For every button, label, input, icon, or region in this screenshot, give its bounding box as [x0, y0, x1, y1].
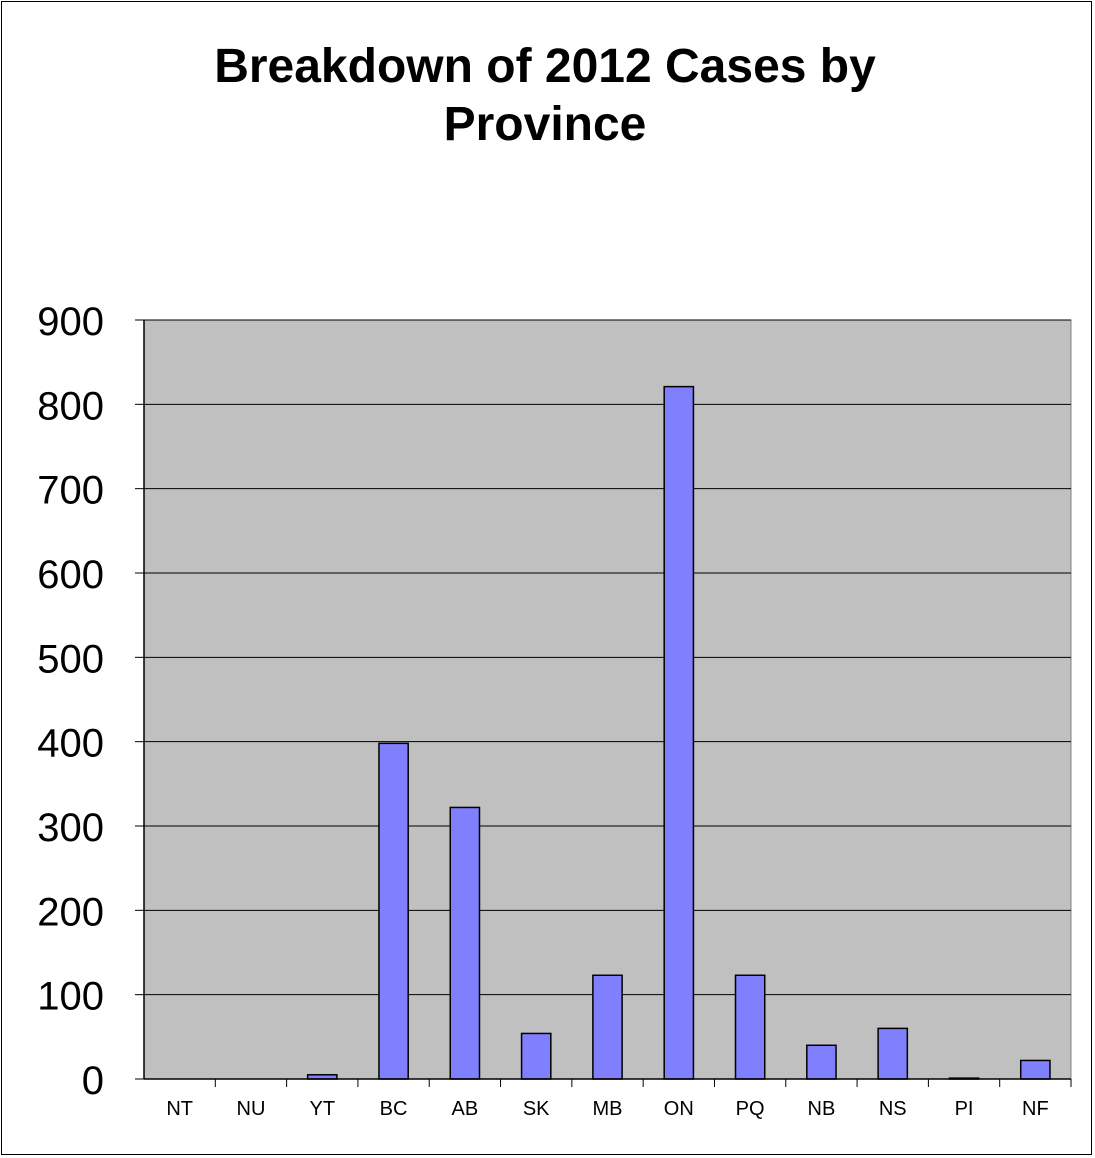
y-axis-tick-labels: 0 100 200 300 400 500 600 700 800 900: [37, 300, 104, 1103]
x-tick-label: NU: [237, 1098, 266, 1120]
x-tick-label: SK: [523, 1098, 550, 1120]
y-tick-label: 200: [37, 890, 104, 934]
y-tick-label: 700: [37, 469, 104, 513]
chart-title: Breakdown of 2012 Cases by Province: [214, 40, 876, 151]
bar-pq: [734, 974, 766, 1080]
x-tick-label: MB: [593, 1098, 623, 1120]
bars: [306, 385, 1051, 1080]
bar-ns: [877, 1027, 909, 1080]
plot-area: [143, 319, 1072, 1080]
y-tick-label: 0: [82, 1059, 104, 1103]
gridlines: [135, 319, 1071, 1080]
x-tick-label: ON: [664, 1098, 694, 1120]
y-tick-label: 300: [37, 806, 104, 850]
axes: [143, 320, 1071, 1080]
x-axis-tick-labels: NT NU YT BC AB SK MB ON PQ NB NS PI NF: [166, 1079, 1072, 1120]
x-tick-label: BC: [380, 1098, 408, 1120]
y-tick-label: 600: [37, 553, 104, 597]
bar-nb: [806, 1044, 837, 1080]
x-tick-label: AB: [452, 1098, 479, 1120]
y-tick-label: 900: [37, 300, 104, 344]
x-tick-label: NT: [166, 1098, 193, 1120]
x-tick-label: NF: [1022, 1098, 1049, 1120]
x-tick-label: YT: [309, 1098, 335, 1120]
bar-bc: [378, 742, 409, 1080]
y-tick-label: 100: [37, 975, 104, 1019]
bar-on: [663, 385, 695, 1080]
bar-mb: [592, 974, 623, 1080]
x-tick-label: NB: [808, 1098, 836, 1120]
y-tick-label: 400: [37, 722, 104, 766]
x-tick-label: PQ: [736, 1098, 765, 1120]
x-tick-label: NS: [879, 1098, 907, 1120]
y-tick-label: 800: [37, 384, 104, 428]
x-tick-label: PI: [955, 1098, 974, 1120]
bar-sk: [520, 1032, 552, 1080]
y-tick-label: 500: [37, 637, 104, 681]
bar-nf: [1019, 1059, 1051, 1080]
bar-ab: [449, 806, 481, 1080]
